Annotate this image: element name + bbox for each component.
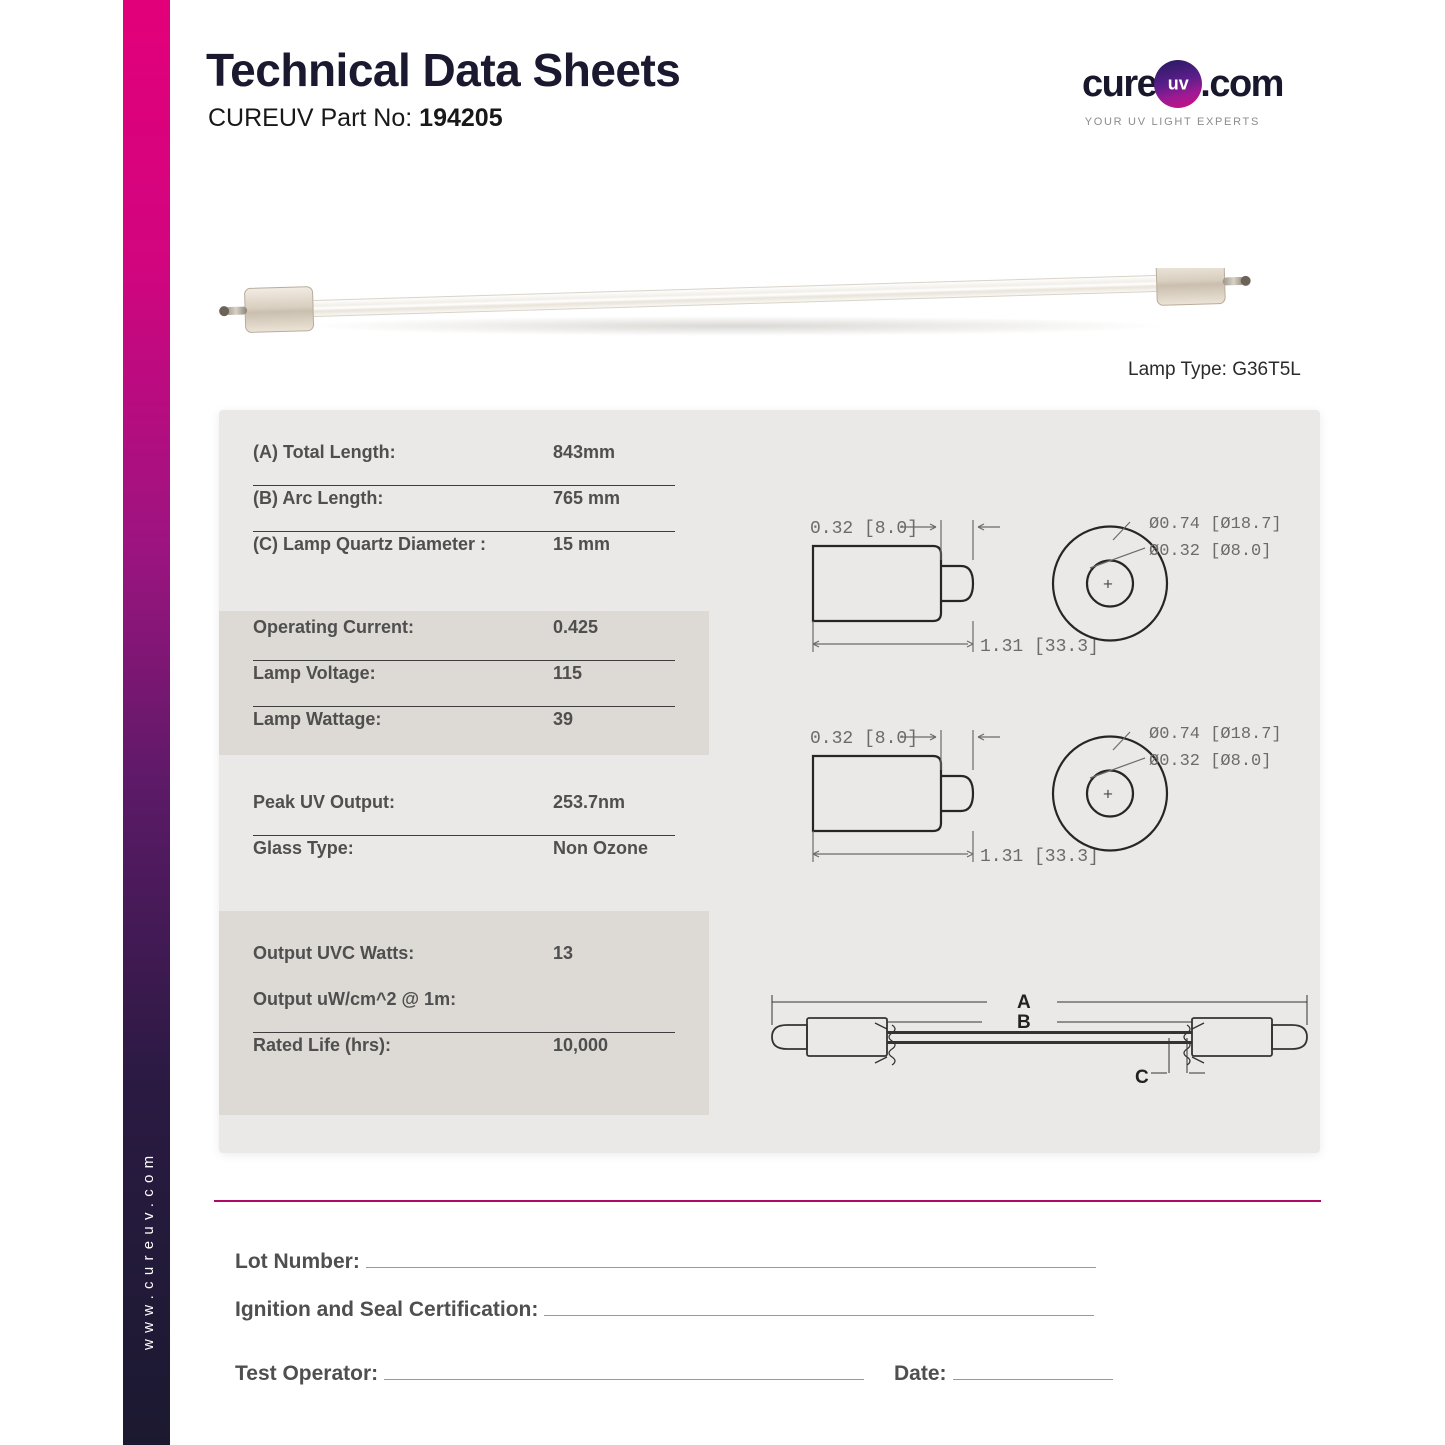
svg-text:0.32 [8.0]: 0.32 [8.0] <box>810 729 918 749</box>
svg-text:+: + <box>1103 575 1113 594</box>
svg-text:A: A <box>1017 992 1031 1013</box>
svg-text:Ø0.32 [Ø8.0]: Ø0.32 [Ø8.0] <box>1149 542 1271 561</box>
svg-text:+: + <box>1103 785 1113 804</box>
svg-text:1.31 [33.3]: 1.31 [33.3] <box>980 847 1099 867</box>
svg-text:0.32 [8.0]: 0.32 [8.0] <box>810 519 918 539</box>
svg-text:B: B <box>1017 1012 1031 1033</box>
svg-text:Ø0.74 [Ø18.7]: Ø0.74 [Ø18.7] <box>1149 725 1282 744</box>
svg-text:Ø0.32 [Ø8.0]: Ø0.32 [Ø8.0] <box>1149 752 1271 771</box>
svg-text:Ø0.74 [Ø18.7]: Ø0.74 [Ø18.7] <box>1149 515 1282 534</box>
svg-text:1.31 [33.3]: 1.31 [33.3] <box>980 637 1099 657</box>
svg-text:C: C <box>1135 1067 1149 1088</box>
